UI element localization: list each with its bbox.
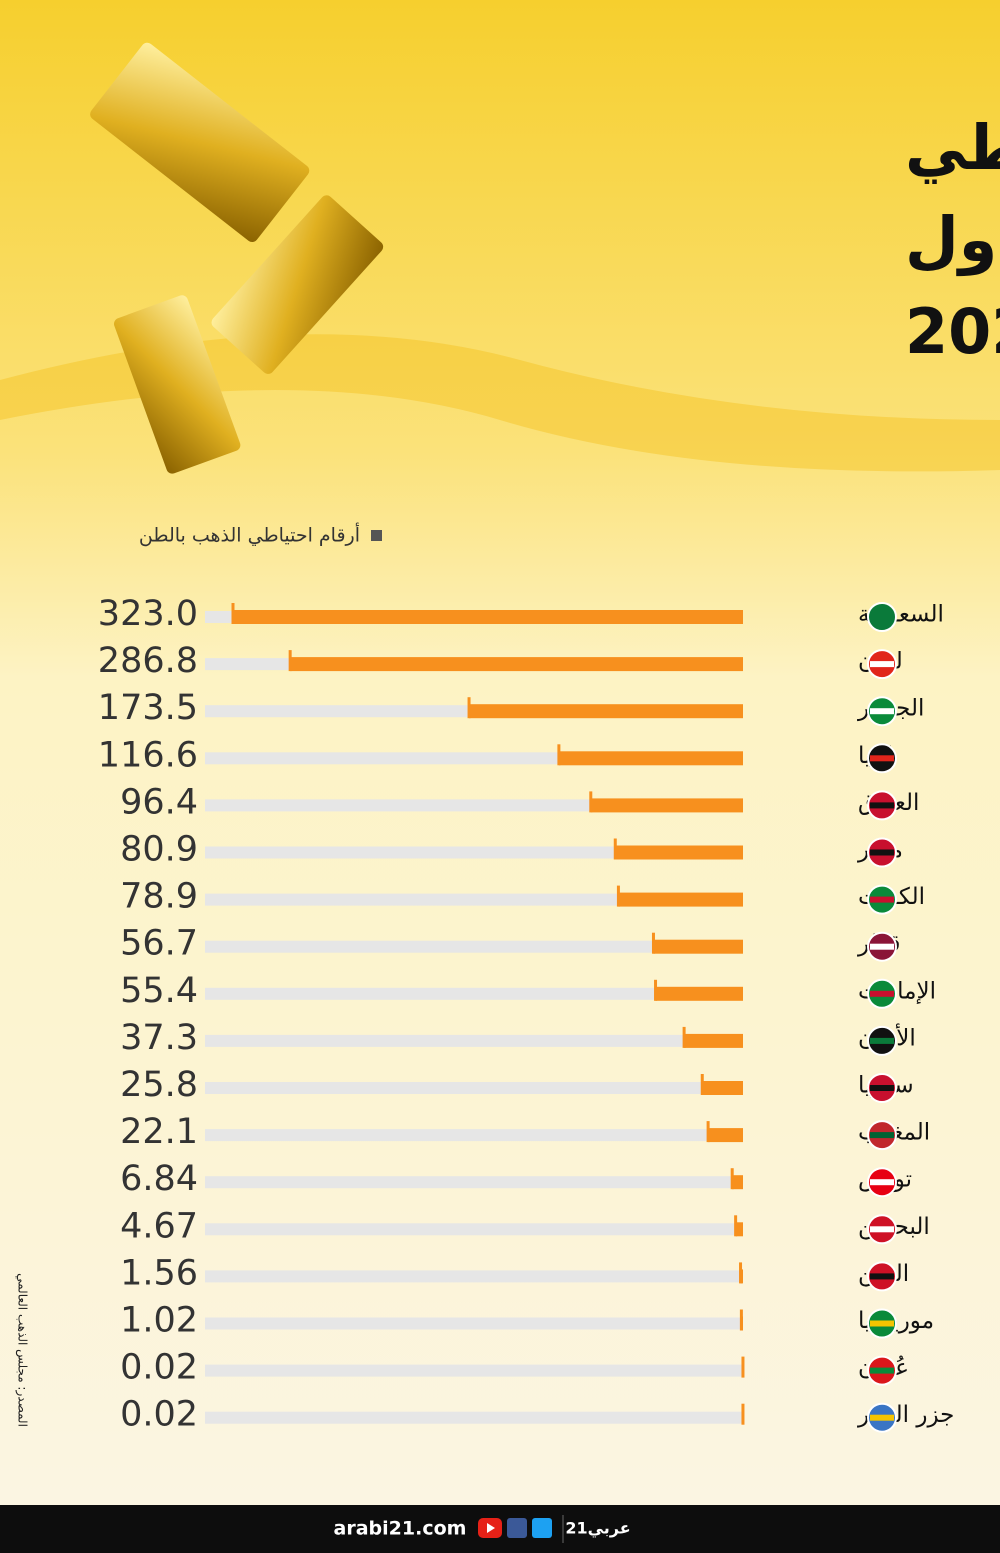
track <box>205 893 743 906</box>
track <box>205 1223 743 1236</box>
footer-logo: عربي21 <box>565 1519 630 1539</box>
footer-site: arabi21.com <box>334 1518 467 1540</box>
flag-stripe <box>870 614 894 620</box>
bar <box>615 845 743 860</box>
track <box>205 1082 743 1094</box>
flag-stripe <box>870 1414 894 1421</box>
gold-bar <box>211 195 384 374</box>
value-label: 78.9 <box>120 877 198 917</box>
flag-stripe <box>870 1085 894 1091</box>
flag-stripe <box>870 1132 894 1139</box>
flag-stripe <box>870 1226 894 1233</box>
bar <box>558 751 743 766</box>
flag-stripe <box>870 943 894 950</box>
twitter-icon[interactable] <box>532 1518 552 1538</box>
flag-stripe <box>870 1273 894 1280</box>
flag-stripe <box>870 1179 894 1186</box>
bars: 323.0السعودية286.8لبنان173.5الجزائر116.6… <box>98 594 955 1435</box>
bar <box>708 1128 743 1143</box>
value-label: 1.02 <box>120 1301 198 1341</box>
title-line: الذهب لـدى الدول <box>905 203 1000 276</box>
flag-stripe <box>870 1320 894 1327</box>
value-label: 323.0 <box>98 594 198 634</box>
flag-stripe <box>870 708 894 715</box>
bar <box>655 986 743 1001</box>
value-label: 37.3 <box>120 1018 198 1058</box>
value-label: 80.9 <box>120 830 198 870</box>
flag-stripe <box>870 1367 894 1374</box>
value-label: 116.6 <box>98 735 198 775</box>
flag-stripe <box>870 661 894 668</box>
flag-stripe <box>870 755 894 762</box>
value-label: 1.56 <box>120 1253 198 1293</box>
youtube-play <box>487 1523 495 1533</box>
chart-title: حجم احتياطي الذهب لـدى الدول العربية لعام … <box>905 111 1000 369</box>
bar <box>653 939 743 954</box>
track <box>205 846 743 859</box>
value-label: 56.7 <box>120 924 198 964</box>
value-label: 173.5 <box>98 688 198 728</box>
title-line: حجم احتياطي <box>905 111 1000 184</box>
bar <box>732 1175 743 1190</box>
bar <box>684 1033 743 1048</box>
legend-swatch <box>371 530 382 541</box>
value-label: 25.8 <box>120 1065 198 1105</box>
decor-wave <box>0 334 1000 472</box>
gold-bar <box>113 295 241 474</box>
bar <box>469 704 743 719</box>
flag-stripe <box>870 896 894 903</box>
track <box>205 987 743 1000</box>
value-label: 55.4 <box>120 971 198 1011</box>
bar <box>735 1222 743 1237</box>
bar <box>233 610 743 624</box>
bar <box>618 892 743 907</box>
track <box>205 1317 743 1330</box>
source: المصدر: مجلس الذهب العالمي <box>15 1273 30 1427</box>
track <box>205 1364 743 1377</box>
track <box>205 1270 743 1283</box>
track <box>205 1034 743 1047</box>
value-label: 96.4 <box>120 782 198 822</box>
flag-stripe <box>870 849 894 856</box>
track <box>205 1411 743 1424</box>
flag-stripe <box>870 1037 894 1044</box>
facebook-icon[interactable] <box>507 1518 527 1538</box>
bar <box>290 657 743 672</box>
track <box>205 1129 743 1142</box>
track <box>205 940 743 953</box>
gold-bars <box>90 42 384 474</box>
value-label: 6.84 <box>120 1159 198 1199</box>
flag-stripe <box>870 802 894 809</box>
value-label: 286.8 <box>98 641 198 681</box>
gold-bar <box>90 42 310 243</box>
value-label: 4.67 <box>120 1206 198 1246</box>
legend-label: أرقام احتياطي الذهب بالطن <box>139 523 360 547</box>
title-line: العربية لعام 2021 <box>905 295 1000 369</box>
bar <box>590 798 743 813</box>
flag-stripe <box>870 990 894 997</box>
value-label: 0.02 <box>120 1348 198 1388</box>
track <box>205 1176 743 1189</box>
value-label: 0.02 <box>120 1395 198 1435</box>
bar <box>702 1081 743 1095</box>
value-label: 22.1 <box>120 1112 198 1152</box>
